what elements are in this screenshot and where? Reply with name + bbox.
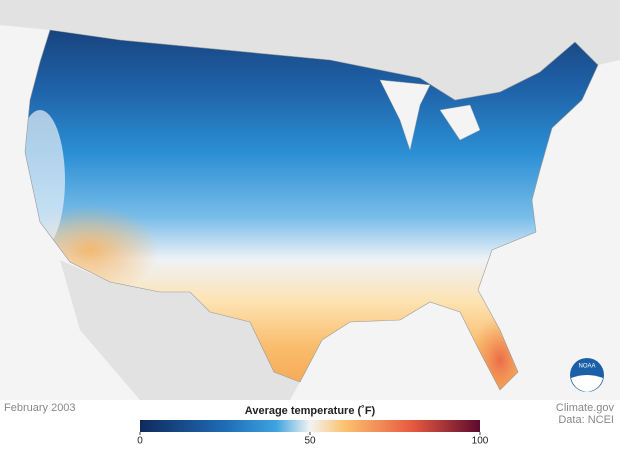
tick-label: 0 [137, 436, 143, 447]
color-bar [140, 420, 480, 432]
great-lakes [379, 79, 481, 151]
tick-label: 100 [472, 436, 489, 447]
logo-wave [571, 375, 603, 392]
legend-title: Average temperature (˚F) [245, 405, 376, 417]
us-outline [24, 29, 599, 391]
canada [0, 0, 620, 100]
credit-source: Climate.gov [556, 402, 615, 414]
logo-text: NOAA [578, 364, 595, 370]
mexico [60, 260, 300, 400]
period: February 2003 [4, 402, 76, 414]
tick-label: 50 [304, 436, 316, 447]
credit-data: Data: NCEI [558, 414, 614, 426]
